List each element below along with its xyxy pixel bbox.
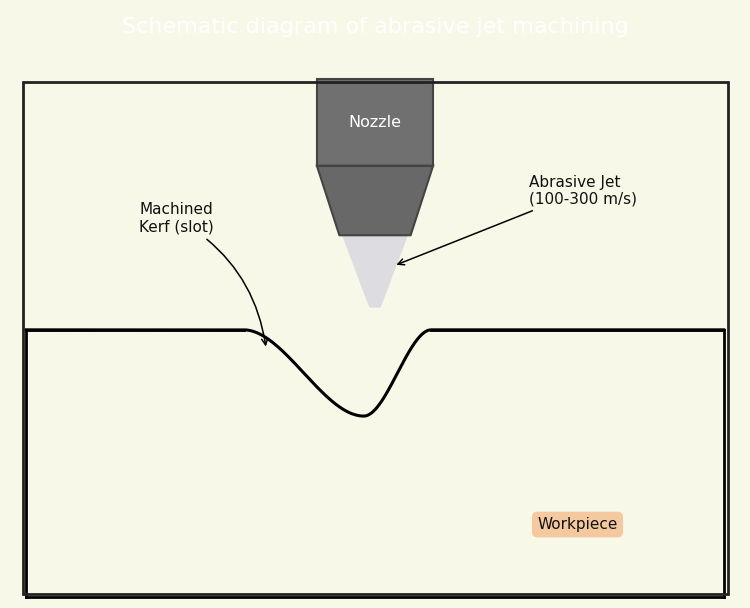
Text: Nozzle: Nozzle xyxy=(349,115,401,130)
Text: Abrasive Jet
(100-300 m/s): Abrasive Jet (100-300 m/s) xyxy=(398,174,637,265)
Bar xyxy=(316,80,434,166)
Text: Schematic diagram of abrasive jet machining: Schematic diagram of abrasive jet machin… xyxy=(122,17,628,37)
Polygon shape xyxy=(342,235,408,308)
Text: Workpiece: Workpiece xyxy=(537,517,618,532)
Text: Machined
Kerf (slot): Machined Kerf (slot) xyxy=(139,202,268,345)
Polygon shape xyxy=(26,330,724,597)
Polygon shape xyxy=(316,166,434,235)
